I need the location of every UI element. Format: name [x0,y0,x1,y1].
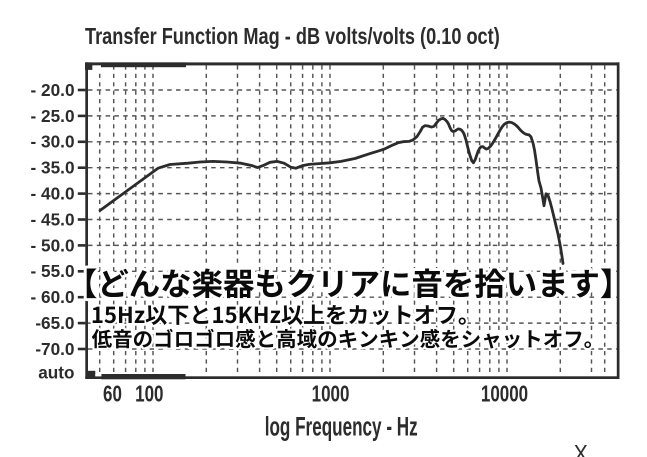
svg-text:- 40.0: - 40.0 [31,184,75,204]
svg-text:100: 100 [135,382,163,407]
svg-text:- 60.0: - 60.0 [31,287,75,307]
svg-text:1000: 1000 [312,382,350,407]
svg-text:- 50.0: - 50.0 [31,235,75,255]
svg-text:- 55.0: - 55.0 [31,261,75,281]
svg-text:log Frequency - Hz: log Frequency - Hz [265,412,418,442]
svg-text:X: X [574,440,588,457]
svg-text:Transfer Function Mag - dB vol: Transfer Function Mag - dB volts/volts (… [85,24,500,50]
svg-text:- 20.0: - 20.0 [31,80,75,100]
svg-text:60: 60 [103,382,122,407]
svg-text:auto: auto [38,363,74,383]
svg-text:10000: 10000 [481,382,528,407]
svg-text:-70.0: -70.0 [35,339,74,359]
svg-text:- 30.0: - 30.0 [31,132,75,152]
svg-text:- 45.0: - 45.0 [31,209,75,229]
svg-text:- 25.0: - 25.0 [31,106,75,126]
svg-text:- 35.0: - 35.0 [31,158,75,178]
svg-text:-65.0: -65.0 [35,313,74,333]
